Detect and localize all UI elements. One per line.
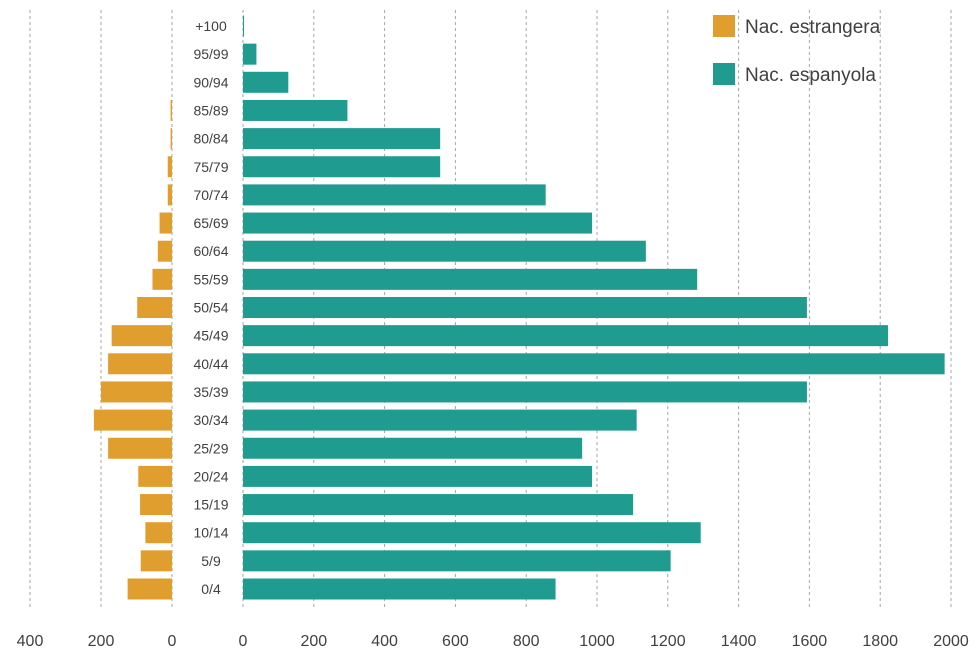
age-group-label: 55/59 — [193, 271, 228, 287]
bar-spanish-25-29 — [243, 437, 583, 459]
age-group-label: +100 — [195, 18, 227, 34]
bar-foreign-60-64 — [157, 240, 172, 262]
age-group-label: 90/94 — [193, 74, 228, 90]
age-group-label: 50/54 — [193, 300, 228, 316]
bar-foreign-30-34 — [93, 409, 172, 431]
age-group-label: 0/4 — [201, 581, 221, 597]
age-group-label: 5/9 — [201, 553, 221, 569]
bar-spanish-95-99 — [243, 43, 257, 65]
age-group-label: 30/34 — [193, 412, 228, 428]
x-tick-label-left: 400 — [17, 633, 44, 650]
bar-spanish-10-14 — [243, 522, 701, 544]
age-group-label: 35/39 — [193, 384, 228, 400]
x-tick-label-right: 1000 — [579, 633, 615, 650]
age-group-label: 10/14 — [193, 525, 228, 541]
spanish-nationality-bars — [243, 15, 945, 600]
age-group-labels: 0/4 5/9 10/14 15/19 20/24 25/29 30/34 35/39 40/4… — [193, 18, 228, 597]
bar-foreign-45-49 — [111, 325, 172, 347]
bar-foreign-35-39 — [101, 381, 172, 403]
legend-label-spanish: Nac. espanyola — [745, 65, 876, 86]
age-group-label: 95/99 — [193, 46, 228, 62]
bar-foreign-40-44 — [108, 353, 172, 375]
bar-foreign-80-84 — [170, 128, 172, 150]
bar-foreign-20-24 — [138, 465, 172, 487]
bar-spanish-30-34 — [243, 409, 637, 431]
x-tick-label-right: 0 — [239, 633, 248, 650]
bar-foreign-85-89 — [170, 99, 172, 121]
bar-spanish-60-64 — [243, 240, 646, 262]
x-tick-label-right: 1600 — [792, 633, 828, 650]
bar-foreign-0-4 — [127, 578, 172, 600]
bar-spanish-15-19 — [243, 494, 634, 516]
bar-spanish-20-24 — [243, 465, 593, 487]
age-group-label: 20/24 — [193, 468, 228, 484]
bar-spanish-85-89 — [243, 99, 348, 121]
age-group-label: 70/74 — [193, 187, 228, 203]
x-tick-label-right: 1200 — [650, 633, 686, 650]
bar-foreign-50-54 — [137, 297, 172, 318]
age-group-label: 75/79 — [193, 159, 228, 175]
bar-spanish-40-44 — [243, 353, 945, 375]
x-axis-tick-labels: 400 200 0 0 200 400 600 800 1000 1200 1400 1600 1800… — [17, 633, 969, 650]
x-tick-label-right: 200 — [300, 633, 327, 650]
bar-foreign-10-14 — [145, 522, 172, 544]
bar-spanish-75-79 — [243, 156, 441, 178]
bar-foreign-25-29 — [108, 437, 172, 459]
bar-spanish-90-94 — [243, 71, 289, 93]
bar-spanish-80-84 — [243, 128, 441, 150]
bar-foreign-5-9 — [140, 550, 172, 572]
bar-foreign-65-69 — [159, 212, 172, 234]
age-group-label: 25/29 — [193, 440, 228, 456]
bar-spanish-55-59 — [243, 268, 698, 290]
x-tick-label-left: 200 — [88, 633, 115, 650]
foreign-nationality-bars — [93, 99, 172, 600]
bar-spanish-45-49 — [243, 325, 888, 347]
bar-spanish-0-4 — [243, 578, 556, 600]
x-tick-label-right: 1400 — [721, 633, 757, 650]
x-tick-label-right: 800 — [513, 633, 540, 650]
age-group-label: 45/49 — [193, 328, 228, 344]
age-group-label: 85/89 — [193, 102, 228, 118]
bar-foreign-75-79 — [167, 156, 172, 178]
legend: Nac. estrangera Nac. espanyola — [713, 15, 881, 86]
bar-spanish-65-69 — [243, 212, 593, 234]
age-group-label: 40/44 — [193, 356, 228, 372]
x-tick-label-right: 1800 — [862, 633, 898, 650]
bar-foreign-55-59 — [152, 268, 172, 290]
x-tick-label-right: 600 — [442, 633, 469, 650]
x-tick-label-right: 400 — [371, 633, 398, 650]
age-group-label: 80/84 — [193, 131, 228, 147]
bar-foreign-70-74 — [167, 184, 172, 206]
x-tick-label-left: 0 — [168, 633, 177, 650]
bar-spanish-50-54 — [243, 297, 807, 318]
x-tick-label-right: 2000 — [933, 633, 969, 650]
age-group-label: 60/64 — [193, 243, 228, 259]
bar-spanish-35-39 — [243, 381, 807, 403]
legend-swatch-spanish — [713, 63, 735, 85]
legend-swatch-foreign — [713, 15, 735, 37]
bar-spanish--100 — [243, 15, 245, 37]
bar-spanish-70-74 — [243, 184, 546, 206]
bar-spanish-5-9 — [243, 550, 671, 572]
age-group-label: 15/19 — [193, 497, 228, 513]
bar-foreign-15-19 — [140, 494, 172, 516]
legend-label-foreign: Nac. estrangera — [745, 17, 881, 38]
age-group-label: 65/69 — [193, 215, 228, 231]
